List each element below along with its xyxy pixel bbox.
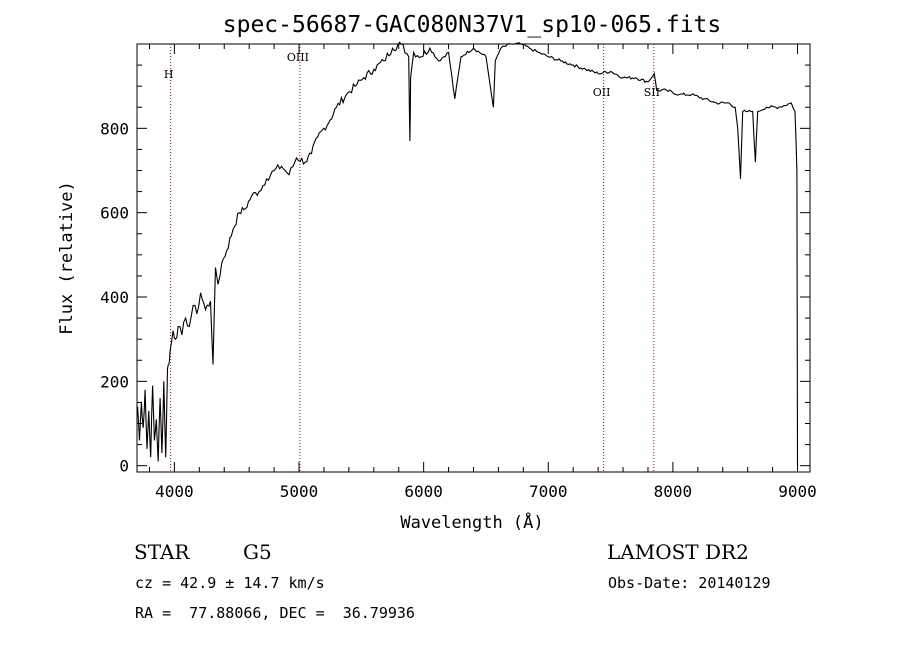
object-subclass: G5	[243, 540, 272, 564]
x-tick-label: 4000	[155, 482, 194, 501]
obs-date-label: Obs-Date: 20140129	[608, 574, 771, 592]
x-tick-label: 8000	[654, 482, 693, 501]
x-axis: 4000 5000 6000 7000 8000 9000	[148, 44, 817, 501]
redshift-label: cz = 42.9 ± 14.7 km/s	[135, 574, 325, 592]
x-axis-label: Wavelength (Å)	[400, 511, 543, 533]
spectral-line-label: SII	[644, 86, 660, 99]
y-axis: 0 200 400 600 800	[100, 64, 810, 476]
x-tick-label: 9000	[778, 482, 817, 501]
coordinates-label: RA = 77.88066, DEC = 36.79936	[135, 604, 415, 622]
y-tick-label: 800	[100, 119, 129, 138]
x-tick-label: 7000	[529, 482, 568, 501]
y-tick-label: 400	[100, 288, 129, 307]
spectral-line-label: OIII	[287, 51, 309, 64]
y-axis-label: Flux (relative)	[57, 181, 77, 335]
spectrum-line	[137, 41, 799, 466]
y-tick-label: 0	[119, 457, 129, 476]
y-tick-label: 600	[100, 204, 129, 223]
y-tick-label: 200	[100, 372, 129, 391]
spectral-line-label: H	[164, 68, 174, 81]
x-tick-label: 5000	[280, 482, 319, 501]
x-tick-label: 6000	[404, 482, 443, 501]
plot-frame	[136, 43, 811, 473]
spectral-line-markers: H OIII OII SII	[164, 44, 660, 472]
object-class: STAR	[134, 540, 190, 564]
chart-title: spec-56687-GAC080N37V1_sp10-065.fits	[223, 12, 722, 38]
survey-label: LAMOST DR2	[607, 540, 749, 564]
spectral-line-label: OII	[593, 86, 611, 99]
